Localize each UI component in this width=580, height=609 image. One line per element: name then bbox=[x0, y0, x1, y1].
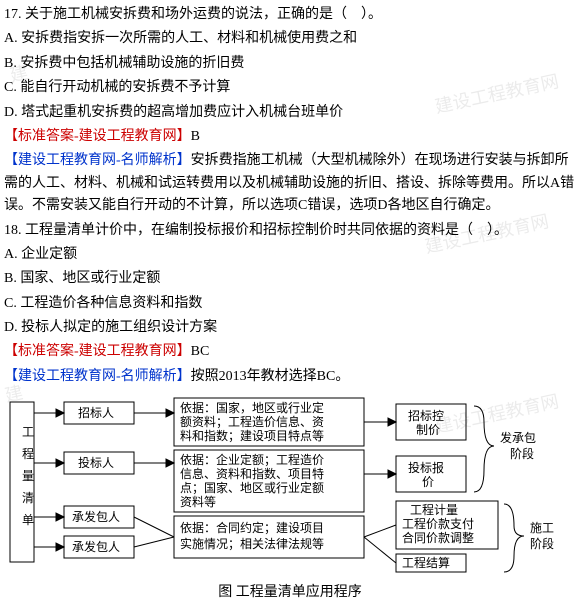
q17-option-c: C. 能自行开动机械的安拆费不予计算 bbox=[4, 77, 576, 99]
s2b: 阶段 bbox=[530, 536, 554, 551]
box-zbr1: 招标人 bbox=[78, 406, 114, 420]
r1b: 制价 bbox=[416, 423, 440, 437]
q17-stem: 17. 关于施工机械安拆费和场外运费的说法，正确的是（ ）。 bbox=[4, 4, 576, 26]
diagram-caption: 图 工程量清单应用程序 bbox=[4, 582, 576, 604]
r3b: 工程价款支付 bbox=[402, 516, 474, 531]
m2d: 资料等 bbox=[180, 495, 216, 509]
s1a: 发承包 bbox=[500, 430, 536, 445]
r4: 工程结算 bbox=[402, 555, 450, 570]
box-cbr1: 承发包人 bbox=[72, 509, 120, 524]
q18-option-a: A. 企业定额 bbox=[4, 244, 576, 266]
m1b: 额资料；工程造价信息、资 bbox=[180, 414, 324, 429]
q17-answer-label: 【标准答案-建设工程教育网】 bbox=[4, 129, 191, 144]
vbar-char: 清 bbox=[22, 491, 34, 505]
r1a: 招标控 bbox=[408, 409, 444, 423]
q18-option-d: D. 投标人拟定的施工组织设计方案 bbox=[4, 317, 576, 339]
vbar-char: 程 bbox=[22, 446, 34, 461]
q18-option-c: C. 工程造价各种信息资料和指数 bbox=[4, 293, 576, 315]
q17-answer-line: 【标准答案-建设工程教育网】B bbox=[4, 126, 576, 148]
q18-answer-label: 【标准答案-建设工程教育网】 bbox=[4, 344, 191, 359]
r3a: 工程计量 bbox=[410, 502, 458, 517]
q18-stem: 18. 工程量清单计价中，在编制投标报价和招标控制价时共同依据的资料是（ ）。 bbox=[4, 220, 576, 242]
m3b: 实施情况；相关法律法规等 bbox=[180, 536, 324, 551]
r2a: 投标报 bbox=[408, 460, 444, 475]
q17-option-a: A. 安拆费指安拆一次所需的人工、材料和机械使用费之和 bbox=[4, 28, 576, 50]
q17-option-d: D. 塔式起重机安拆费的超高增加费应计入机械台班单价 bbox=[4, 102, 576, 124]
m2b: 信息、资料和指数、项目特 bbox=[180, 466, 324, 481]
m1a: 依据：国家，地区或行业定 bbox=[180, 400, 324, 415]
q17-explain-line: 【建设工程教育网-名师解析】安拆费指施工机械（大型机械除外）在现场进行安装与拆卸… bbox=[4, 150, 576, 217]
m2c: 点；国家、地区或行业定额 bbox=[180, 480, 324, 495]
vbar-char: 量 bbox=[22, 469, 34, 483]
vbar-char: 工 bbox=[22, 425, 34, 439]
q18-explain: 按照2013年教材选择BC。 bbox=[191, 369, 350, 384]
box-cbr2: 承发包人 bbox=[72, 539, 120, 554]
s1b: 阶段 bbox=[510, 446, 534, 461]
q18-option-b: B. 国家、地区或行业定额 bbox=[4, 268, 576, 290]
vbar-char: 单 bbox=[22, 513, 34, 527]
q18-answer-line: 【标准答案-建设工程教育网】BC bbox=[4, 341, 576, 363]
q17-option-b: B. 安拆费中包括机械辅助设施的折旧费 bbox=[4, 53, 576, 75]
q18-explain-line: 【建设工程教育网-名师解析】按照2013年教材选择BC。 bbox=[4, 366, 576, 388]
flowchart-diagram: 工 程 量 清 单 招标人 投标人 承发包人 承发包人 依据：国家，地区或行业定… bbox=[4, 396, 576, 576]
s2a: 施工 bbox=[530, 521, 554, 535]
r3c: 合同价款调整 bbox=[402, 530, 474, 545]
q18-explain-label: 【建设工程教育网-名师解析】 bbox=[4, 369, 191, 384]
r2b: 价 bbox=[422, 475, 434, 489]
m2a: 依据：企业定额；工程造价 bbox=[180, 452, 324, 467]
m3a: 依据：合同约定；建设项目 bbox=[180, 520, 324, 535]
q17-explain-label: 【建设工程教育网-名师解析】 bbox=[4, 153, 191, 168]
q18-answer: BC bbox=[191, 344, 210, 359]
m1c: 料和指数；建设项目特点等 bbox=[180, 428, 324, 443]
q17-answer: B bbox=[191, 129, 200, 144]
box-tbr: 投标人 bbox=[78, 455, 114, 470]
